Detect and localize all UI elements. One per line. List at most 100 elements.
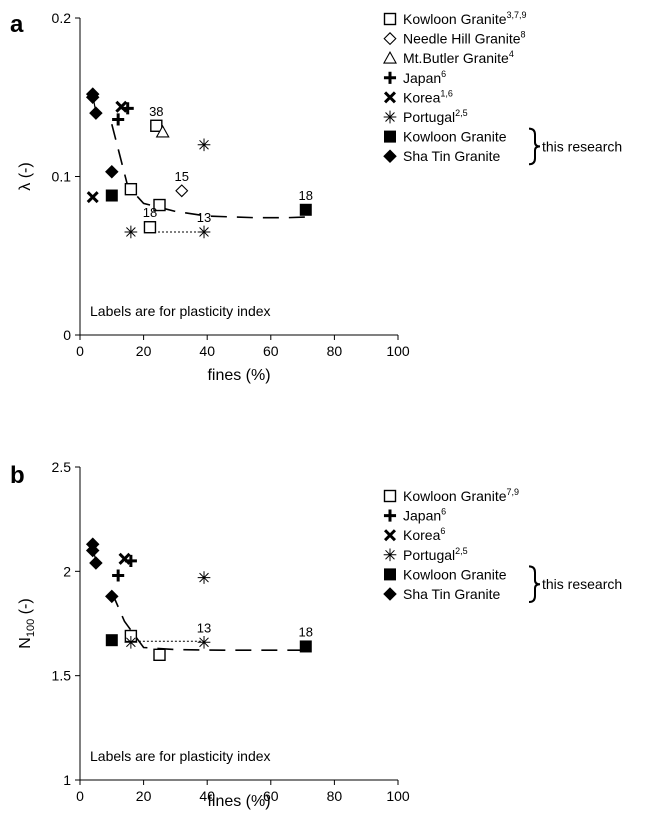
- series-cross: [118, 552, 131, 565]
- point-label: 15: [175, 169, 189, 184]
- data-point: [153, 198, 166, 212]
- legend-label-name: Kowloon Granite: [403, 488, 507, 504]
- data-point: [299, 640, 312, 653]
- x-tick-label: 40: [199, 343, 215, 359]
- y-axis-title-unit: (-): [17, 598, 34, 618]
- y-axis-title-main: N: [17, 637, 34, 649]
- data-point: [105, 589, 119, 604]
- legend-label-name: Sha Tin Granite: [403, 148, 500, 164]
- data-point: [197, 225, 211, 239]
- data-point: [115, 100, 128, 113]
- legend-label-name: Kowloon Granite: [403, 129, 507, 145]
- data-point: [153, 648, 166, 661]
- data-point: [89, 106, 103, 120]
- x-tick-label: 0: [76, 343, 84, 359]
- point-label: 13: [197, 210, 211, 225]
- y-tick-label: 2: [63, 563, 71, 579]
- y-axis-title: λ (-): [17, 162, 34, 190]
- dashed-trend-line: [111, 591, 309, 651]
- legend-marker: [384, 130, 396, 143]
- legend-label: Japan6: [403, 507, 446, 524]
- y-axis-title-subscript: 100: [25, 619, 37, 637]
- legend-marker: [383, 12, 397, 26]
- y-axis-title: N100 (-): [17, 598, 37, 648]
- legend-label-name: Japan: [403, 70, 441, 86]
- series-open-triangle: [155, 124, 170, 138]
- data-point: [85, 543, 100, 558]
- legend-marker: [383, 51, 397, 64]
- legend-label-reference: 2,5: [455, 108, 468, 118]
- legend-label-reference: 6: [440, 526, 445, 536]
- legend-marker: [383, 548, 397, 562]
- legend-label: Japan6: [403, 69, 446, 86]
- data-point: [197, 635, 211, 649]
- point-label: 13: [197, 620, 211, 635]
- series-filled-diamond: [85, 87, 119, 179]
- legend-marker: [383, 529, 397, 542]
- point-label: 18: [299, 188, 313, 203]
- y-tick-label: 2.5: [52, 459, 72, 475]
- legend-marker: [383, 587, 397, 601]
- legend-marker: [383, 71, 397, 84]
- point-label: 38: [149, 104, 163, 119]
- data-point: [124, 182, 138, 196]
- legend-label-reference: 6: [441, 507, 446, 517]
- chart-panel-a: a 0 20 40 60 80 100 0 0.1 0.2 fines (%) λ (-) 38 15 18…: [10, 10, 622, 384]
- data-point: [112, 569, 125, 582]
- legend-label-name: Kowloon Granite: [403, 566, 507, 582]
- legend-label-name: Sha Tin Granite: [403, 586, 500, 602]
- x-tick-label: 80: [327, 343, 343, 359]
- legend-label-name: Japan: [403, 508, 441, 524]
- series-filled-square: [105, 634, 312, 653]
- y-tick-label: 1.5: [52, 668, 72, 684]
- legend-label: Kowloon Granite: [403, 566, 507, 582]
- legend-label-reference: 7,9: [507, 487, 520, 497]
- legend-label: Korea1,6: [403, 88, 453, 105]
- data-point: [86, 191, 99, 204]
- data-point: [105, 164, 119, 179]
- legend-label-reference: 1,6: [440, 88, 453, 98]
- legend-label-reference: 8: [521, 30, 526, 40]
- legend-marker: [383, 32, 397, 46]
- legend-label: Mt.Butler Granite4: [403, 49, 514, 66]
- x-tick-label: 20: [136, 343, 152, 359]
- legend: Kowloon Granite7,9Japan6Korea6Portugal2,…: [383, 487, 622, 603]
- data-point: [118, 552, 131, 565]
- legend-label-name: Portugal: [403, 109, 455, 125]
- y-tick-label: 0: [63, 327, 71, 343]
- panel-label: a: [10, 11, 24, 38]
- series-asterisk: [124, 138, 211, 239]
- panel-label: b: [10, 462, 25, 489]
- legend-label-name: Needle Hill Granite: [403, 31, 521, 47]
- legend-label: Sha Tin Granite: [403, 586, 500, 602]
- legend-label: Kowloon Granite7,9: [403, 487, 519, 504]
- legend-label-name: Mt.Butler Granite: [403, 50, 509, 66]
- data-point: [112, 113, 125, 126]
- legend-label: Portugal2,5: [403, 546, 468, 563]
- x-tick-label: 60: [263, 788, 279, 804]
- data-point: [155, 124, 170, 138]
- x-axis-title: fines (%): [207, 367, 270, 384]
- data-point: [197, 138, 211, 152]
- point-label: 18: [143, 205, 157, 220]
- x-axis-title: fines (%): [207, 793, 270, 810]
- legend-label: Kowloon Granite: [403, 129, 507, 145]
- legend-label: Portugal2,5: [403, 108, 468, 125]
- x-tick-label: 100: [386, 788, 410, 804]
- legend-label-name: Portugal: [403, 547, 455, 563]
- legend-marker: [383, 149, 397, 163]
- plot-annotation: Labels are for plasticity index: [90, 748, 271, 764]
- plot-annotation: Labels are for plasticity index: [90, 303, 271, 319]
- legend-label-name: Korea: [403, 89, 441, 105]
- legend-marker: [383, 489, 397, 503]
- legend-marker: [383, 110, 397, 124]
- legend-marker: [384, 568, 396, 581]
- legend-label-reference: 4: [509, 49, 514, 59]
- legend-label-reference: 3,7,9: [507, 10, 527, 20]
- legend-label-name: Kowloon Granite: [403, 11, 507, 27]
- legend-label: Sha Tin Granite: [403, 148, 500, 164]
- legend-label-reference: 6: [441, 69, 446, 79]
- data-point: [124, 635, 138, 649]
- data-point: [89, 556, 103, 570]
